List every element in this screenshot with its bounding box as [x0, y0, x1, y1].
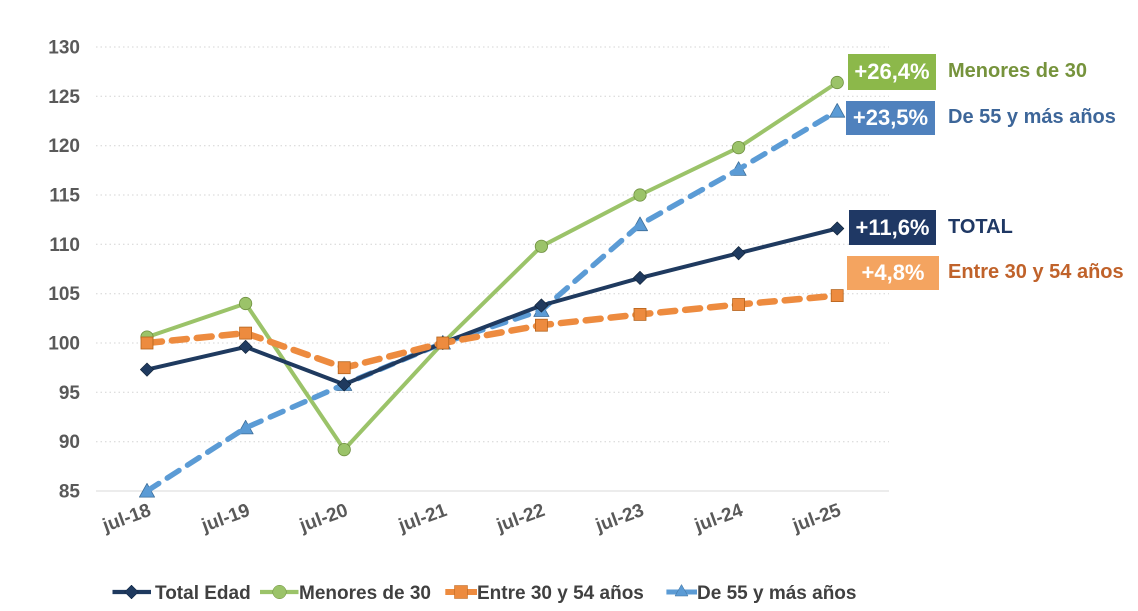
svg-text:130: 130 — [48, 38, 80, 59]
svg-text:115: 115 — [49, 186, 80, 207]
svg-text:90: 90 — [59, 432, 80, 453]
svg-text:110: 110 — [49, 235, 80, 256]
svg-text:105: 105 — [48, 284, 80, 305]
svg-text:85: 85 — [59, 482, 81, 503]
svg-text:125: 125 — [48, 87, 80, 108]
svg-text:95: 95 — [59, 383, 81, 404]
svg-text:100: 100 — [48, 334, 80, 355]
svg-text:120: 120 — [48, 136, 80, 157]
